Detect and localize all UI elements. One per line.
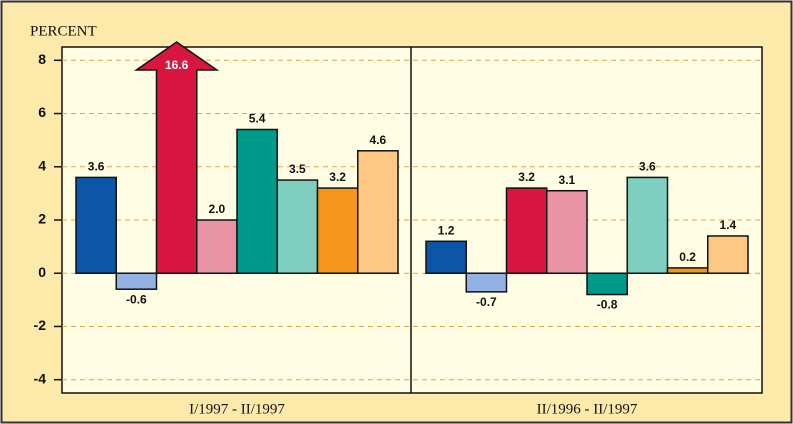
bar	[425, 240, 467, 274]
y-tick-label: 0	[38, 264, 46, 280]
value-label: 3.2	[329, 170, 346, 184]
y-tick-label: 2	[38, 211, 46, 227]
value-label: 0.2	[679, 250, 696, 264]
value-label: 3.6	[639, 160, 656, 174]
x-axis-label: II/1996 - II/1997	[537, 401, 638, 417]
value-label: 3.2	[518, 170, 535, 184]
y-axis-label: PERCENT	[30, 23, 97, 39]
value-label: -0.7	[476, 295, 497, 309]
bar	[586, 272, 628, 296]
value-label: 1.2	[438, 223, 455, 237]
bar	[236, 128, 278, 274]
value-label: 5.4	[249, 112, 266, 126]
value-label: -0.8	[597, 298, 618, 312]
bar	[115, 272, 158, 290]
value-label: 3.5	[289, 162, 306, 176]
bar	[75, 176, 117, 274]
bar	[666, 267, 709, 274]
bar	[546, 189, 588, 274]
y-tick-label: -4	[34, 370, 47, 386]
bar	[357, 150, 399, 274]
value-label: 4.6	[370, 133, 387, 147]
bar	[707, 235, 749, 274]
bar	[276, 179, 319, 274]
value-label: 3.1	[559, 173, 576, 187]
value-label: 2.0	[209, 202, 226, 216]
y-tick-label: 6	[38, 104, 46, 120]
value-label: 1.4	[720, 218, 737, 232]
value-label: -0.6	[126, 292, 147, 306]
bar	[626, 176, 669, 274]
x-axis-label: I/1997 - II/1997	[189, 401, 285, 417]
bar	[316, 187, 359, 274]
bar	[196, 219, 238, 274]
y-tick-label: 4	[38, 157, 46, 173]
bar	[505, 187, 548, 274]
bar	[465, 272, 508, 293]
value-label: 16.6	[165, 58, 189, 72]
y-tick-label: -2	[34, 317, 47, 333]
y-tick-label: 8	[38, 51, 46, 67]
value-label: 3.6	[88, 160, 105, 174]
